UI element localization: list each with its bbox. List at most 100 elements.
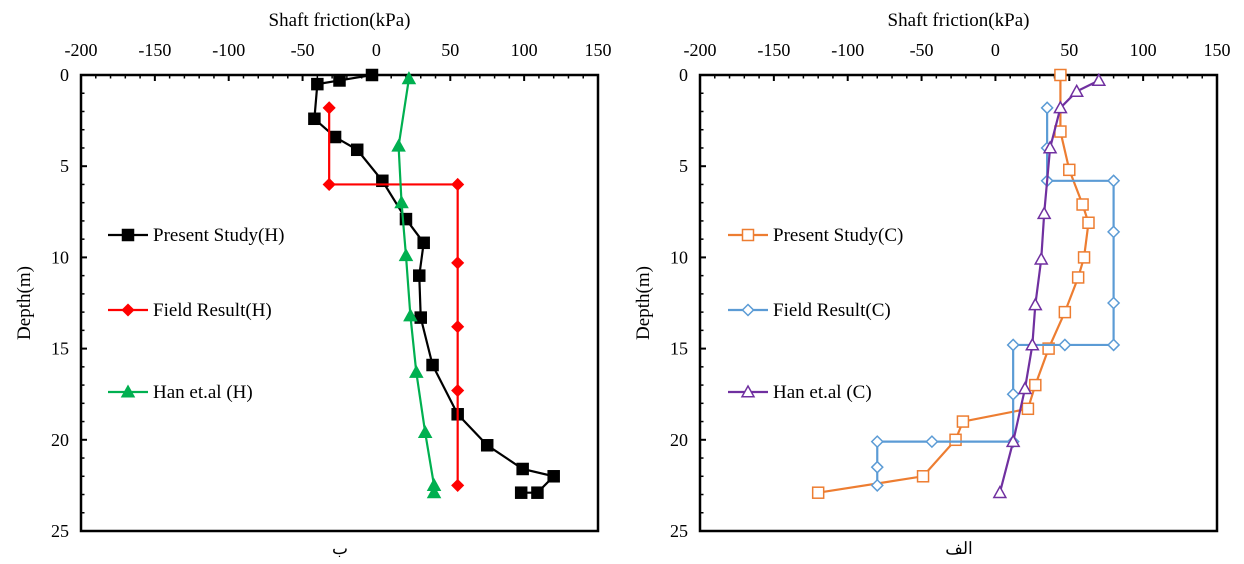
data-point <box>451 177 465 192</box>
legend-label: Han et.al (C) <box>773 382 872 403</box>
legend-label: Field Result(C) <box>773 300 891 321</box>
data-point <box>1017 381 1033 395</box>
data-point <box>1091 72 1107 87</box>
data-point <box>992 485 1008 499</box>
legend-label: Field Result(H) <box>153 300 272 321</box>
plot-area-frame <box>698 73 1219 533</box>
data-point <box>531 486 544 499</box>
legend-marker <box>120 384 136 398</box>
y-axis-title: Depth(m) <box>14 266 35 340</box>
series-1 <box>308 68 560 499</box>
data-point <box>1107 225 1121 239</box>
x-tick-label: -50 <box>910 40 934 60</box>
legend-entry: Field Result(H) <box>108 300 272 321</box>
data-point <box>1021 402 1035 416</box>
x-tick-label: -100 <box>831 40 864 60</box>
x-tick-label: -50 <box>291 40 315 60</box>
y-tick-label: 10 <box>670 247 688 267</box>
data-point <box>414 311 427 324</box>
legend-marker <box>741 303 755 317</box>
data-point <box>350 143 364 157</box>
panel-caption: ب <box>332 539 348 558</box>
series-3 <box>992 72 1107 499</box>
legend-marker <box>741 228 755 242</box>
data-point <box>311 77 324 91</box>
legend-marker <box>121 228 135 242</box>
data-point <box>328 130 342 144</box>
data-point <box>811 486 825 499</box>
data-point <box>1006 387 1020 401</box>
x-axis-title: Shaft friction(kPa) <box>888 10 1030 31</box>
data-point <box>1082 216 1095 229</box>
legend-label: Present Study(H) <box>153 225 284 246</box>
series-line <box>876 107 1115 486</box>
x-tick-label: 100 <box>1130 40 1157 60</box>
data-point <box>417 236 430 250</box>
data-point <box>1006 338 1020 352</box>
data-point <box>426 485 442 499</box>
x-tick-label: 150 <box>585 40 612 60</box>
legend-entry: Han et.al (H) <box>108 382 253 403</box>
y-tick-label: 10 <box>51 247 69 267</box>
legend-label: Han et.al (H) <box>153 382 253 403</box>
series-2 <box>322 101 465 492</box>
data-point <box>401 71 417 85</box>
x-axis-title: Shaft friction(kPa) <box>269 10 411 31</box>
data-point <box>1033 251 1049 265</box>
data-point <box>870 460 884 474</box>
x-tick-label: 50 <box>441 40 459 60</box>
data-point <box>1058 338 1072 352</box>
data-point <box>451 383 465 398</box>
data-point <box>1077 251 1091 264</box>
y-tick-label: 20 <box>670 430 688 450</box>
data-point <box>394 195 409 209</box>
data-point <box>1053 100 1068 114</box>
data-point <box>322 101 336 115</box>
x-tick-label: 100 <box>511 40 538 60</box>
legend-entry: Present Study(C) <box>728 225 903 246</box>
data-point <box>925 435 939 449</box>
x-tick-label: -100 <box>212 40 245 60</box>
y-tick-label: 25 <box>51 521 69 541</box>
data-point <box>413 269 426 282</box>
data-point <box>398 248 414 262</box>
data-point <box>1029 378 1042 392</box>
data-point <box>1054 125 1067 138</box>
data-point <box>376 174 389 188</box>
x-tick-label: 150 <box>1204 40 1231 60</box>
chart-panel-1: -200 -150 -100 -50 0 50 100 150 0 5 10 15 20 25 Shaft … <box>14 10 612 558</box>
y-tick-label: 0 <box>679 65 688 85</box>
series-2 <box>870 101 1121 492</box>
series-1 <box>811 68 1095 499</box>
data-point <box>451 256 465 270</box>
data-point <box>426 358 439 372</box>
x-tick-label: -200 <box>65 40 98 60</box>
y-tick-label: 5 <box>60 156 69 176</box>
data-point <box>949 433 962 447</box>
y-tick-label: 25 <box>670 521 688 541</box>
data-point <box>399 212 413 226</box>
x-tick-label: 0 <box>991 40 1000 60</box>
y-tick-label: 5 <box>679 156 688 176</box>
data-point <box>403 308 418 322</box>
data-point <box>514 486 528 499</box>
chart-panel-2: -200 -150 -100 -50 0 50 100 150 0 5 10 15 20 25 Shaft … <box>633 10 1231 558</box>
x-tick-label: 50 <box>1060 40 1078 60</box>
x-tick-label: -150 <box>138 40 171 60</box>
y-tick-label: 15 <box>670 339 688 359</box>
data-point <box>308 112 321 126</box>
data-point <box>1040 101 1054 115</box>
data-point <box>1069 83 1084 97</box>
y-axis-title: Depth(m) <box>633 266 654 340</box>
data-point <box>1005 434 1021 448</box>
data-point <box>1107 174 1121 188</box>
legend-entry: Han et.al (C) <box>728 382 872 403</box>
legend-marker <box>121 303 135 317</box>
y-tick-label: 20 <box>51 430 69 450</box>
legend-entry: Field Result(C) <box>728 300 891 321</box>
data-point <box>547 470 560 483</box>
data-point <box>1042 342 1055 355</box>
data-point <box>480 439 494 452</box>
